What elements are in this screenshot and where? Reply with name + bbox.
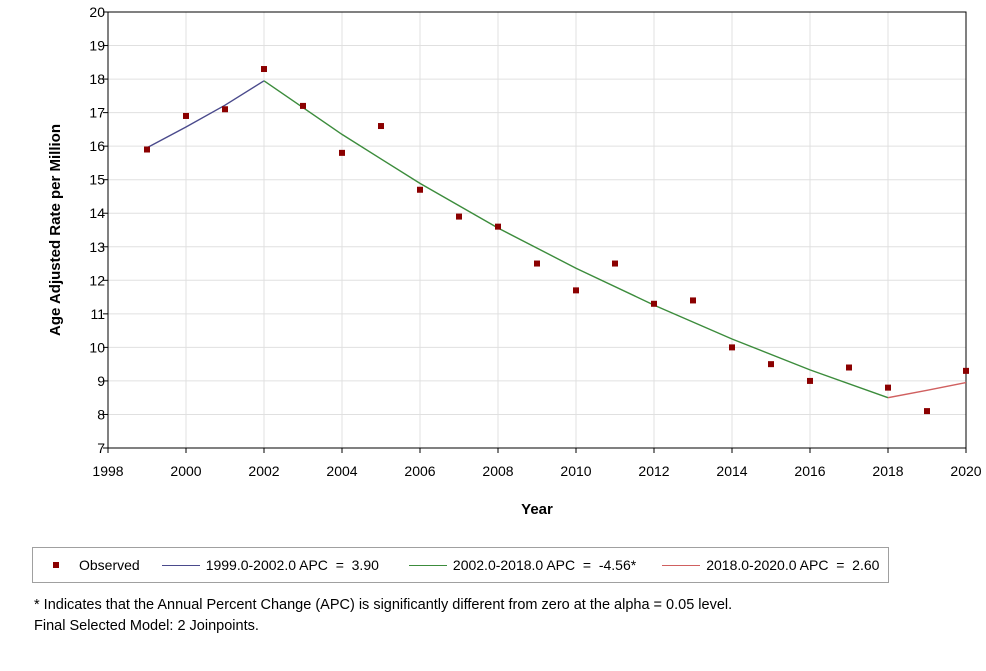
segment-1-line xyxy=(146,80,265,149)
observed-point xyxy=(924,408,930,415)
y-tick-label: 12 xyxy=(89,272,105,288)
observed-point xyxy=(963,367,969,374)
x-axis-title: Year xyxy=(521,501,553,518)
observed-points xyxy=(144,66,969,415)
legend-item-segment-3: 2018.0-2020.0 APC = 2.60 xyxy=(662,557,879,573)
y-axis-title: Age Adjusted Rate per Million xyxy=(47,124,64,336)
observed-point xyxy=(378,123,384,130)
y-tick-label: 18 xyxy=(89,71,105,87)
y-tick-label: 9 xyxy=(97,373,105,389)
y-tick-label: 7 xyxy=(97,440,105,456)
observed-point xyxy=(495,223,501,230)
segment-1-line-icon xyxy=(161,564,200,566)
observed-point xyxy=(612,260,618,267)
x-tick-label: 2010 xyxy=(560,463,591,479)
plot-frame xyxy=(107,11,967,449)
observed-point xyxy=(456,213,462,220)
y-tick-label: 10 xyxy=(89,339,105,355)
observed-point xyxy=(417,186,423,193)
x-tick-label: 2004 xyxy=(326,463,357,479)
x-tick-label: 2018 xyxy=(872,463,903,479)
legend-label-segment-3: 2018.0-2020.0 APC = 2.60 xyxy=(706,557,880,573)
x-tick-label: 1998 xyxy=(92,463,123,479)
x-tick-label: 2002 xyxy=(248,463,279,479)
segment-3-line xyxy=(887,381,967,399)
legend-label-segment-2: 2002.0-2018.0 APC = -4.56* xyxy=(452,557,637,573)
segment-3-line-icon xyxy=(662,564,701,566)
y-tick-label: 8 xyxy=(97,406,105,422)
y-tick-label: 17 xyxy=(89,105,105,121)
observed-point xyxy=(300,102,306,109)
legend-item-segment-2: 2002.0-2018.0 APC = -4.56* xyxy=(408,557,637,573)
y-tick-label: 20 xyxy=(89,4,105,20)
observed-point xyxy=(339,149,345,156)
model-note: Final Selected Model: 2 Joinpoints. xyxy=(34,618,259,634)
observed-marker-icon xyxy=(53,562,59,568)
chart-area: 1998 2000 2002 2004 2006 2008 2010 2012 2014 2016… xyxy=(47,4,982,518)
observed-point xyxy=(183,112,189,119)
x-tick-label: 2012 xyxy=(638,463,669,479)
segment-2-line-icon xyxy=(408,564,447,566)
x-tick-label: 2006 xyxy=(404,463,435,479)
observed-point xyxy=(846,364,852,371)
x-tick-label: 2016 xyxy=(794,463,825,479)
legend-item-segment-1: 1999.0-2002.0 APC = 3.90 xyxy=(161,557,379,573)
y-tick-label: 16 xyxy=(89,138,105,154)
y-tick-label: 11 xyxy=(90,306,105,322)
observed-point xyxy=(222,106,228,113)
legend: Observed 1999.0-2002.0 APC = 3.90 2002.0… xyxy=(32,547,889,583)
x-tick-label: 2008 xyxy=(482,463,513,479)
y-tick-label: 13 xyxy=(89,239,105,255)
observed-point xyxy=(534,260,540,267)
observed-point xyxy=(690,297,696,304)
observed-point xyxy=(768,361,774,368)
observed-point xyxy=(651,300,657,307)
footnotes: * Indicates that the Annual Percent Chan… xyxy=(34,595,732,637)
x-tick-label: 2014 xyxy=(716,463,747,479)
x-tick-label: 2020 xyxy=(950,463,981,479)
y-tick-label: 19 xyxy=(89,38,105,54)
y-tick-label: 15 xyxy=(89,172,105,188)
joinpoint-segments xyxy=(146,80,967,399)
significance-note: * Indicates that the Annual Percent Chan… xyxy=(34,597,733,613)
observed-point xyxy=(729,344,735,351)
legend-item-observed: Observed xyxy=(33,557,140,573)
legend-label-segment-1: 1999.0-2002.0 APC = 3.90 xyxy=(205,557,379,573)
legend-label-observed: Observed xyxy=(79,557,140,573)
observed-point xyxy=(573,287,579,294)
tick-labels: 1998 2000 2002 2004 2006 2008 2010 2012 2014 2016… xyxy=(89,4,981,479)
y-tick-label: 14 xyxy=(89,205,105,221)
segment-2-line xyxy=(263,80,889,399)
observed-point xyxy=(807,377,813,384)
observed-point xyxy=(144,146,150,153)
x-tick-label: 2000 xyxy=(170,463,201,479)
grid-lines xyxy=(108,11,967,448)
observed-point xyxy=(261,66,267,73)
observed-point xyxy=(885,384,891,391)
axes xyxy=(103,11,967,453)
